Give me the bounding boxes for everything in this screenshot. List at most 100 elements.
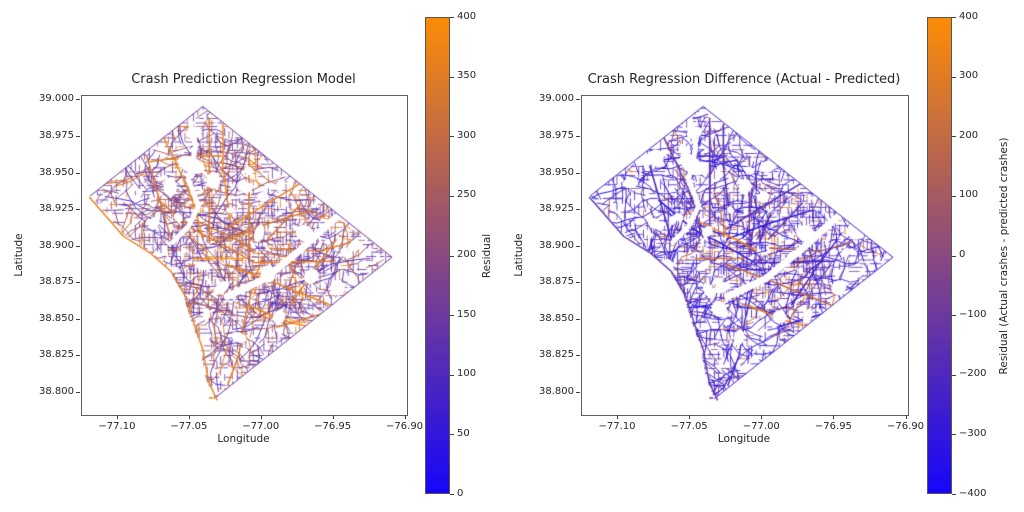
left-y-tick-mark — [76, 318, 80, 320]
right-y-tick-mark — [576, 245, 580, 247]
right-colorbar-tick-label: 0 — [959, 249, 966, 260]
right-y-tick-label: 38.925 — [539, 203, 574, 215]
left-y-tick-label: 38.975 — [39, 129, 74, 141]
left-colorbar-tick-mark — [450, 374, 454, 376]
right-y-tick-label: 38.850 — [539, 312, 574, 324]
right-x-tick-label: −76.90 — [887, 421, 925, 432]
left-y-tick-label: 38.800 — [39, 386, 74, 398]
left-colorbar-tick-label: 300 — [457, 129, 477, 141]
right-colorbar — [927, 17, 952, 494]
left-colorbar-tick-mark — [450, 434, 454, 436]
right-y-tick-mark — [576, 99, 580, 101]
right-colorbar-tick-label: −200 — [959, 368, 987, 380]
left-y-tick-label: 38.900 — [39, 239, 74, 251]
right-colorbar-tick-label: 200 — [959, 129, 979, 141]
right-colorbar-tick-label: 100 — [959, 189, 979, 201]
right-x-tick-label: −77.00 — [742, 421, 780, 432]
left-x-tick-mark — [188, 415, 190, 419]
left-y-tick-label: 38.875 — [39, 276, 74, 288]
left-colorbar-tick-mark — [450, 17, 454, 18]
left-colorbar-tick-mark — [450, 195, 454, 197]
right-x-tick-mark — [833, 415, 835, 419]
right-colorbar-tick-mark — [952, 136, 956, 138]
left-y-tick-mark — [76, 282, 80, 284]
right-colorbar-tick-mark — [952, 374, 956, 376]
left-y-tick-mark — [76, 392, 80, 394]
left-colorbar — [425, 17, 450, 494]
right-colorbar-tick-label: −400 — [959, 487, 987, 499]
left-colorbar-tick-label: 400 — [457, 10, 477, 22]
left-colorbar-tick-label: 50 — [457, 427, 470, 439]
left-y-tick-mark — [76, 99, 80, 101]
right-colorbar-tick-mark — [952, 255, 956, 257]
right-y-tick-mark — [576, 172, 580, 174]
right-y-tick-mark — [576, 355, 580, 357]
right-y-tick-label: 39.000 — [539, 93, 574, 105]
left-colorbar-tick-mark — [450, 255, 454, 257]
left-colorbar-tick-mark — [450, 315, 454, 317]
left-axes-frame — [81, 95, 408, 416]
left-y-tick-label: 38.950 — [39, 166, 74, 178]
right-colorbar-tick-mark — [952, 434, 956, 436]
left-x-tick-label: −77.00 — [242, 421, 280, 432]
left-y-tick-label: 38.850 — [39, 312, 74, 324]
right-plot-title: Crash Regression Difference (Actual - Pr… — [587, 72, 901, 87]
left-colorbar-tick-label: 0 — [457, 487, 464, 499]
right-y-tick-mark — [576, 135, 580, 137]
left-map-canvas — [82, 96, 407, 415]
left-y-tick-mark — [76, 245, 80, 247]
left-x-tick-mark — [260, 415, 262, 419]
right-x-tick-mark — [617, 415, 619, 419]
left-y-tick-mark — [76, 135, 80, 137]
left-colorbar-tick-mark — [450, 136, 454, 138]
right-x-tick-label: −77.05 — [670, 421, 708, 432]
left-y-tick-mark — [76, 172, 80, 174]
right-y-tick-mark — [576, 392, 580, 394]
left-y-tick-label: 39.000 — [39, 93, 74, 105]
right-y-tick-mark — [576, 318, 580, 320]
left-x-tick-mark — [404, 415, 406, 419]
left-x-tick-label: −77.05 — [170, 421, 208, 432]
left-x-tick-mark — [332, 415, 334, 419]
right-colorbar-tick-label: −300 — [959, 427, 987, 439]
right-y-tick-label: 38.975 — [539, 129, 574, 141]
left-y-tick-mark — [76, 355, 80, 357]
left-colorbar-tick-label: 350 — [457, 70, 477, 82]
right-map-canvas — [582, 96, 908, 415]
right-y-tick-mark — [576, 209, 580, 211]
right-y-tick-label: 38.800 — [539, 386, 574, 398]
left-y-tick-label: 38.825 — [39, 349, 74, 361]
right-x-axis-label: Longitude — [717, 433, 771, 445]
right-colorbar-label: Residual (Actual crashes - predicted cra… — [998, 137, 1010, 374]
left-colorbar-tick-label: 150 — [457, 308, 477, 320]
right-colorbar-tick-label: 400 — [959, 10, 979, 22]
left-x-axis-label: Longitude — [217, 433, 270, 445]
left-x-tick-label: −77.10 — [98, 421, 136, 432]
right-x-tick-mark — [689, 415, 691, 419]
right-y-tick-label: 38.950 — [539, 166, 574, 178]
left-colorbar-tick-label: 100 — [457, 368, 477, 380]
right-y-tick-label: 38.900 — [539, 239, 574, 251]
right-colorbar-tick-mark — [952, 17, 956, 18]
right-colorbar-tick-mark — [952, 195, 956, 197]
right-colorbar-tick-label: 300 — [959, 70, 979, 82]
right-x-tick-label: −76.95 — [814, 421, 852, 432]
left-x-tick-label: −76.90 — [386, 421, 424, 432]
left-x-tick-label: −76.95 — [314, 421, 352, 432]
left-colorbar-tick-mark — [450, 494, 454, 495]
right-y-tick-label: 38.825 — [539, 349, 574, 361]
left-plot-title: Crash Prediction Regression Model — [131, 72, 356, 87]
right-colorbar-tick-label: −100 — [959, 308, 987, 320]
left-y-tick-mark — [76, 209, 80, 211]
right-x-tick-mark — [761, 415, 763, 419]
right-x-tick-label: −77.10 — [598, 421, 636, 432]
left-colorbar-label: Residual — [481, 233, 493, 278]
left-colorbar-tick-label: 250 — [457, 189, 477, 201]
right-axes-frame — [581, 95, 909, 416]
right-y-tick-label: 38.875 — [539, 276, 574, 288]
left-x-tick-mark — [116, 415, 118, 419]
left-colorbar-tick-label: 200 — [457, 249, 477, 260]
right-x-tick-mark — [905, 415, 907, 419]
right-y-tick-mark — [576, 282, 580, 284]
